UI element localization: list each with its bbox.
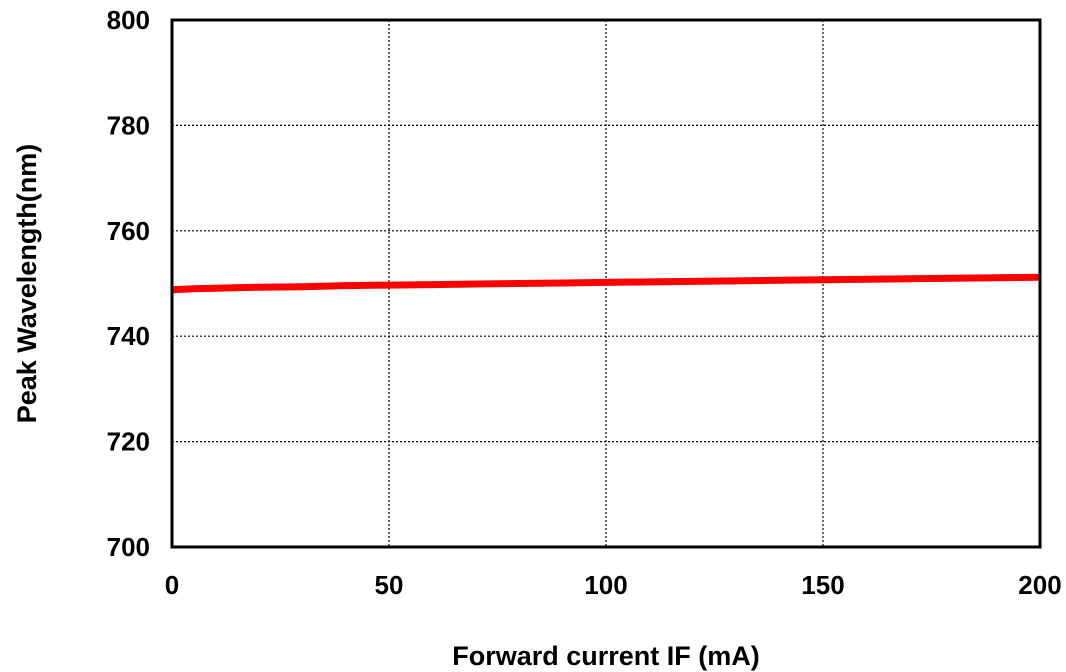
- x-tick-label: 0: [165, 570, 179, 600]
- y-tick-label: 780: [107, 110, 150, 140]
- plot-area-frame: [170, 18, 1042, 549]
- x-axis-title: Forward current IF (mA): [452, 641, 760, 671]
- x-tick-label: 100: [584, 570, 627, 600]
- y-tick-label: 740: [107, 321, 150, 351]
- y-tick-label: 800: [107, 5, 150, 35]
- y-tick-label: 700: [107, 532, 150, 562]
- series-layer: [171, 273, 1041, 294]
- x-tick-label: 200: [1018, 570, 1061, 600]
- y-tick-label: 760: [107, 216, 150, 246]
- y-tick-labels: 700 720 740 760 780 800: [107, 5, 150, 562]
- x-tick-labels: 0 50 100 150 200: [165, 570, 1062, 600]
- y-axis-title: Peak Wavelength(nm): [12, 144, 42, 424]
- x-tick-label: 150: [801, 570, 844, 600]
- series-line-0: [171, 273, 1041, 294]
- x-tick-label: 50: [375, 570, 404, 600]
- y-tick-label: 720: [107, 427, 150, 457]
- gridlines: [172, 20, 1040, 547]
